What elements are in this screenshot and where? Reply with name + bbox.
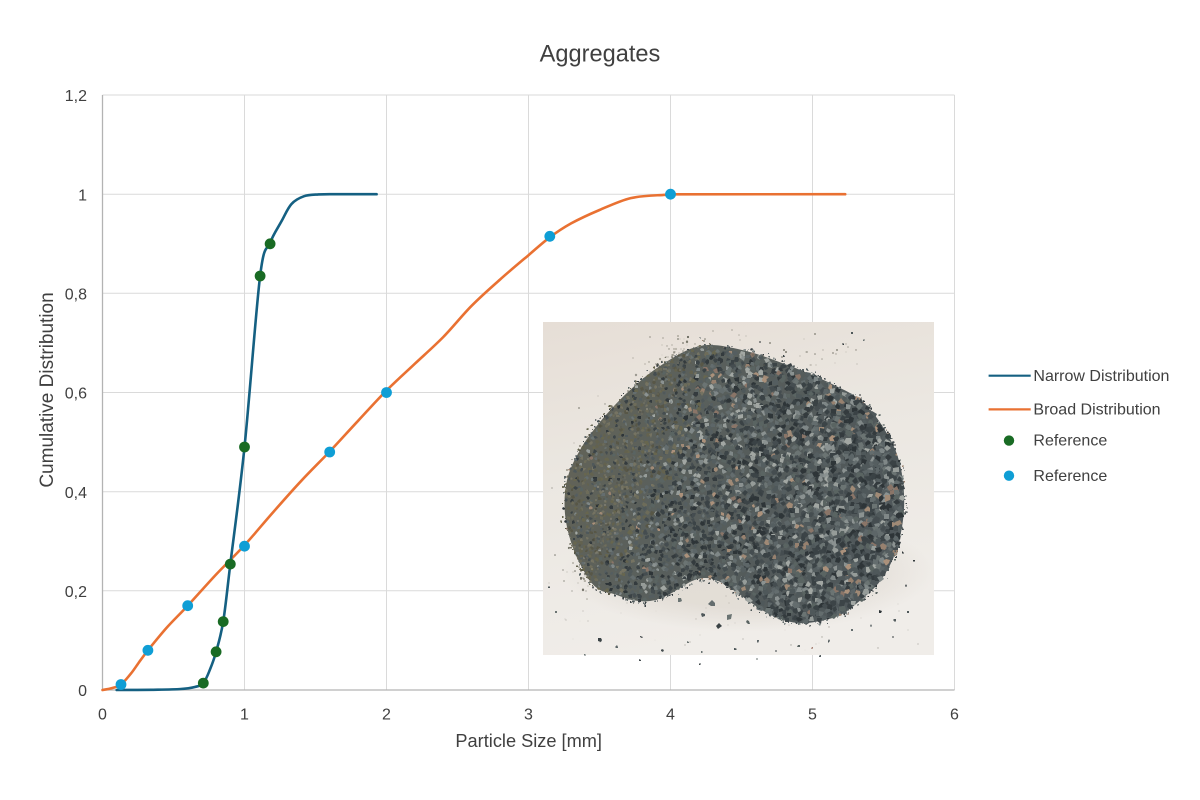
- svg-text:Broad Distribution: Broad Distribution: [1033, 402, 1160, 419]
- svg-text:Reference: Reference: [1033, 433, 1107, 450]
- svg-text:1: 1: [240, 707, 249, 724]
- svg-text:1,2: 1,2: [65, 88, 87, 105]
- svg-text:0: 0: [98, 707, 107, 724]
- svg-text:Reference: Reference: [1033, 468, 1107, 485]
- svg-text:Particle Size [mm]: Particle Size [mm]: [455, 731, 602, 751]
- svg-text:2: 2: [382, 707, 391, 724]
- svg-text:0,6: 0,6: [65, 386, 87, 403]
- svg-text:0: 0: [78, 683, 87, 700]
- svg-text:0,2: 0,2: [65, 584, 87, 601]
- svg-text:0,8: 0,8: [65, 286, 87, 303]
- svg-text:1: 1: [78, 187, 87, 204]
- svg-text:Aggregates: Aggregates: [540, 42, 661, 68]
- svg-text:Cumulative Distribution: Cumulative Distribution: [37, 292, 58, 487]
- svg-text:5: 5: [808, 707, 817, 724]
- svg-text:6: 6: [950, 707, 959, 724]
- svg-text:4: 4: [666, 707, 675, 724]
- svg-text:Narrow Distribution: Narrow Distribution: [1033, 368, 1169, 385]
- svg-text:0,4: 0,4: [65, 485, 87, 502]
- svg-text:3: 3: [524, 707, 533, 724]
